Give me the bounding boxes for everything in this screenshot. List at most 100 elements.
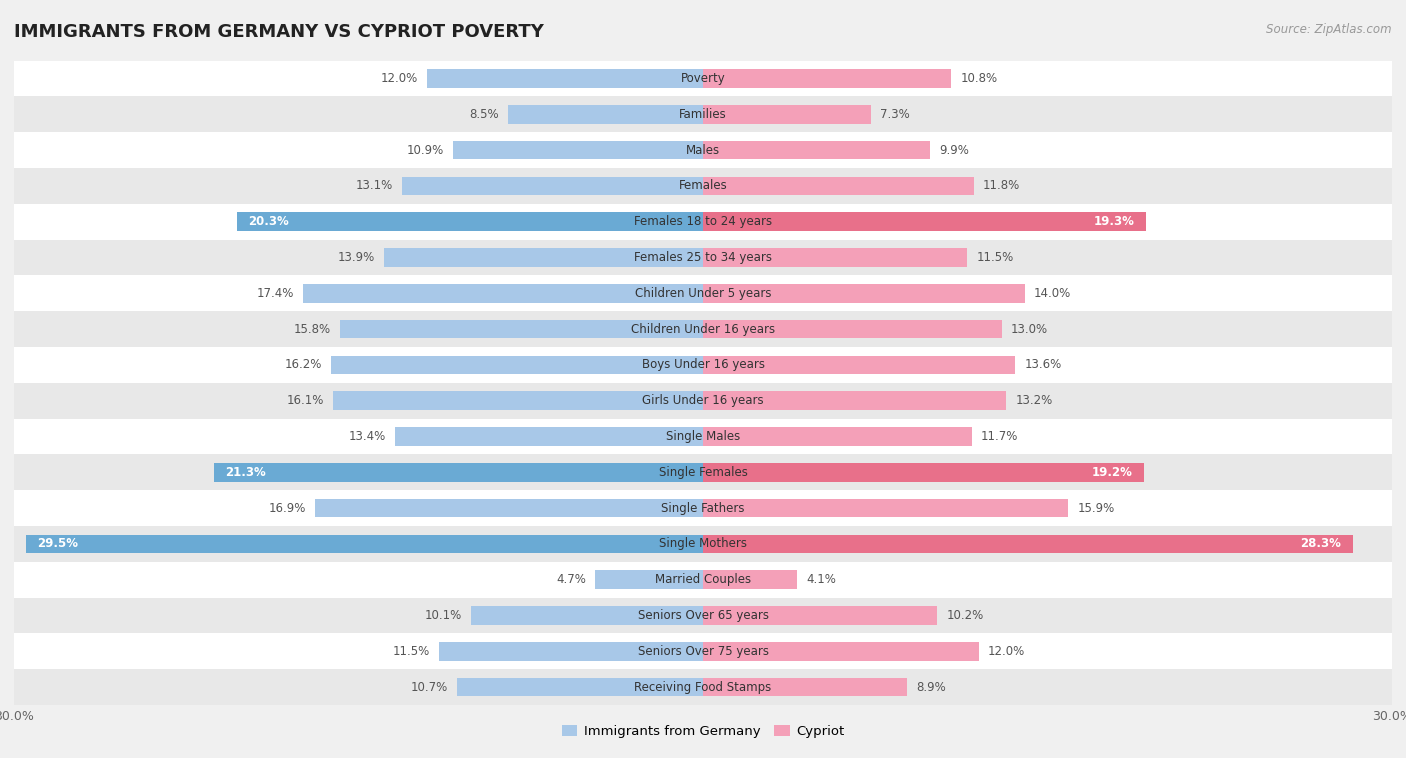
Text: Boys Under 16 years: Boys Under 16 years — [641, 359, 765, 371]
Text: 19.3%: 19.3% — [1094, 215, 1135, 228]
Bar — [703, 391, 1007, 410]
Bar — [14, 204, 1392, 240]
Text: 12.0%: 12.0% — [381, 72, 418, 85]
Text: Children Under 5 years: Children Under 5 years — [634, 287, 772, 300]
Text: Females: Females — [679, 180, 727, 193]
Text: Families: Families — [679, 108, 727, 121]
Bar — [14, 240, 1392, 275]
Bar — [453, 141, 703, 159]
Text: 10.9%: 10.9% — [406, 143, 443, 157]
Text: 10.1%: 10.1% — [425, 609, 461, 622]
Text: Receiving Food Stamps: Receiving Food Stamps — [634, 681, 772, 694]
Bar — [703, 356, 1015, 374]
Bar — [471, 606, 703, 625]
Bar — [703, 248, 967, 267]
Text: 10.2%: 10.2% — [946, 609, 984, 622]
Text: Girls Under 16 years: Girls Under 16 years — [643, 394, 763, 407]
Bar — [508, 105, 703, 124]
Bar — [333, 391, 703, 410]
Bar — [14, 490, 1392, 526]
Text: 11.5%: 11.5% — [976, 251, 1014, 264]
Bar — [703, 534, 1353, 553]
Text: 17.4%: 17.4% — [257, 287, 294, 300]
Text: 21.3%: 21.3% — [225, 465, 266, 479]
Bar — [703, 642, 979, 660]
Bar — [14, 383, 1392, 418]
Bar — [14, 597, 1392, 634]
Text: 13.6%: 13.6% — [1025, 359, 1062, 371]
Bar — [14, 634, 1392, 669]
Bar — [14, 312, 1392, 347]
Legend: Immigrants from Germany, Cypriot: Immigrants from Germany, Cypriot — [557, 720, 849, 744]
Text: 16.9%: 16.9% — [269, 502, 305, 515]
Bar — [315, 499, 703, 518]
Text: 15.8%: 15.8% — [294, 323, 330, 336]
Bar — [703, 212, 1146, 231]
Bar — [14, 168, 1392, 204]
Text: 8.9%: 8.9% — [917, 681, 946, 694]
Text: 13.2%: 13.2% — [1015, 394, 1053, 407]
Text: Single Males: Single Males — [666, 430, 740, 443]
Text: Males: Males — [686, 143, 720, 157]
Bar — [236, 212, 703, 231]
Bar — [703, 284, 1025, 302]
Bar — [395, 428, 703, 446]
Bar — [304, 284, 703, 302]
Text: 13.0%: 13.0% — [1011, 323, 1047, 336]
Text: Females 25 to 34 years: Females 25 to 34 years — [634, 251, 772, 264]
Bar — [14, 562, 1392, 597]
Text: IMMIGRANTS FROM GERMANY VS CYPRIOT POVERTY: IMMIGRANTS FROM GERMANY VS CYPRIOT POVER… — [14, 23, 544, 41]
Text: Seniors Over 65 years: Seniors Over 65 years — [637, 609, 769, 622]
Bar — [703, 463, 1144, 481]
Text: Seniors Over 75 years: Seniors Over 75 years — [637, 645, 769, 658]
Text: 13.1%: 13.1% — [356, 180, 392, 193]
Bar — [384, 248, 703, 267]
Bar — [703, 499, 1069, 518]
Bar — [439, 642, 703, 660]
Text: 13.4%: 13.4% — [349, 430, 387, 443]
Text: Single Fathers: Single Fathers — [661, 502, 745, 515]
Bar — [457, 678, 703, 697]
Text: 4.7%: 4.7% — [555, 573, 586, 586]
Text: 20.3%: 20.3% — [249, 215, 290, 228]
Text: 28.3%: 28.3% — [1301, 537, 1341, 550]
Bar — [14, 418, 1392, 454]
Bar — [14, 275, 1392, 312]
Bar — [14, 454, 1392, 490]
Text: 16.1%: 16.1% — [287, 394, 323, 407]
Bar — [703, 678, 907, 697]
Bar — [14, 61, 1392, 96]
Text: 9.9%: 9.9% — [939, 143, 969, 157]
Bar — [14, 132, 1392, 168]
Text: 4.1%: 4.1% — [807, 573, 837, 586]
Text: Married Couples: Married Couples — [655, 573, 751, 586]
Text: Females 18 to 24 years: Females 18 to 24 years — [634, 215, 772, 228]
Text: 10.7%: 10.7% — [411, 681, 449, 694]
Bar — [703, 606, 938, 625]
Text: Source: ZipAtlas.com: Source: ZipAtlas.com — [1267, 23, 1392, 36]
Text: 11.7%: 11.7% — [981, 430, 1018, 443]
Text: 7.3%: 7.3% — [880, 108, 910, 121]
Text: Children Under 16 years: Children Under 16 years — [631, 323, 775, 336]
Bar — [402, 177, 703, 196]
Text: 14.0%: 14.0% — [1033, 287, 1071, 300]
Bar — [703, 428, 972, 446]
Bar — [330, 356, 703, 374]
Bar — [14, 526, 1392, 562]
Bar — [703, 177, 974, 196]
Bar — [14, 96, 1392, 132]
Bar — [703, 141, 931, 159]
Text: 12.0%: 12.0% — [988, 645, 1025, 658]
Bar — [14, 347, 1392, 383]
Text: 11.5%: 11.5% — [392, 645, 430, 658]
Text: 29.5%: 29.5% — [37, 537, 77, 550]
Bar — [703, 69, 950, 88]
Text: 8.5%: 8.5% — [470, 108, 499, 121]
Text: 10.8%: 10.8% — [960, 72, 997, 85]
Text: 11.8%: 11.8% — [983, 180, 1021, 193]
Bar — [703, 570, 797, 589]
Bar — [25, 534, 703, 553]
Text: 19.2%: 19.2% — [1091, 465, 1132, 479]
Text: 13.9%: 13.9% — [337, 251, 374, 264]
Bar — [214, 463, 703, 481]
